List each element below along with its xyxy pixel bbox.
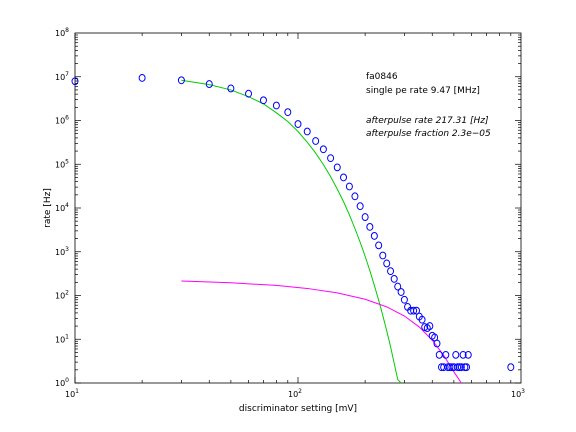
plot-area	[74, 32, 522, 384]
data-point	[433, 339, 441, 348]
x-axis-label: discriminator setting [mV]	[239, 404, 357, 414]
data-point	[457, 363, 465, 372]
x-tick-label: 103	[511, 388, 525, 399]
annotation-afterpulse-fraction: afterpulse fraction 2.3e−05	[366, 129, 491, 139]
data-point	[361, 213, 369, 221]
data-point	[463, 363, 471, 372]
annotation-tube-id: fa0846	[366, 72, 398, 82]
annotation-single-pe-rate: single pe rate 9.47 [MHz]	[366, 86, 480, 96]
data-point	[464, 350, 472, 359]
y-tick-label: 101	[55, 333, 69, 344]
data-point	[319, 145, 327, 154]
x-tick-label: 101	[65, 388, 79, 399]
data-point	[138, 74, 146, 82]
data-point	[435, 350, 443, 359]
data-point	[400, 295, 408, 304]
data-point	[345, 182, 353, 191]
data-point	[312, 137, 320, 145]
data-point	[383, 259, 391, 268]
annotation-afterpulse-rate: afterpulse rate 217.31 [Hz]	[366, 116, 489, 126]
y-axis-label: rate [Hz]	[43, 188, 53, 228]
data-point	[410, 306, 418, 315]
plot-series-layer	[71, 74, 515, 384]
data-point	[452, 350, 460, 359]
data-point	[379, 251, 387, 260]
data-point	[272, 101, 280, 110]
data-point	[459, 350, 467, 359]
data-point	[442, 350, 450, 359]
data-point	[387, 267, 395, 276]
data-point	[418, 315, 426, 324]
y-tick-label: 108	[55, 27, 69, 38]
y-tick-label: 107	[55, 71, 69, 82]
y-tick-label: 105	[55, 158, 69, 169]
data-point	[227, 84, 235, 93]
data-point	[356, 202, 364, 211]
data-point	[303, 127, 311, 136]
data-point	[351, 192, 359, 201]
data-point	[390, 274, 398, 283]
data-point	[205, 80, 213, 88]
fit-curve-2	[181, 280, 462, 384]
fit-curve-1	[181, 79, 402, 384]
data-point	[245, 89, 253, 98]
data-point	[177, 76, 185, 85]
y-tick-label: 102	[55, 290, 69, 301]
data-point	[327, 154, 335, 163]
data-point	[375, 241, 383, 250]
y-tick-label: 106	[55, 115, 69, 126]
data-point	[284, 108, 292, 117]
y-tick-label: 100	[55, 377, 69, 388]
data-point	[370, 232, 378, 240]
y-tick-label: 103	[55, 246, 69, 257]
data-point	[340, 173, 348, 182]
data-point	[294, 120, 302, 128]
data-point	[333, 163, 341, 172]
data-point	[426, 322, 434, 330]
x-tick-label: 102	[288, 388, 302, 399]
data-point	[397, 288, 405, 296]
data-point	[507, 363, 515, 372]
data-point	[394, 282, 402, 291]
data-point	[366, 222, 374, 231]
y-tick-label: 104	[55, 202, 69, 213]
data-point	[259, 96, 267, 105]
